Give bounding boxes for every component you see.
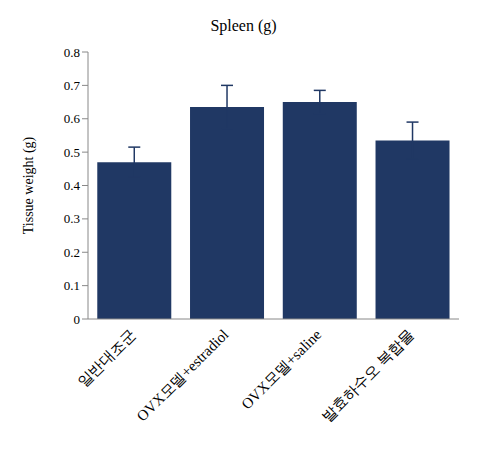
svg-text:0.6: 0.6 [64,111,81,126]
svg-text:0.2: 0.2 [64,245,80,260]
svg-text:0.4: 0.4 [64,178,81,193]
svg-text:0.7: 0.7 [64,78,81,93]
svg-text:일반대조군: 일반대조군 [75,326,139,390]
svg-text:0.5: 0.5 [64,145,80,160]
svg-text:발효하수오 복합물: 발효하수오 복합물 [318,326,417,425]
svg-text:Tissue weight (g): Tissue weight (g) [21,136,37,234]
svg-text:0.1: 0.1 [64,278,80,293]
svg-text:0.3: 0.3 [64,211,80,226]
html-text:Spleen (g): Spleen (g) [210,17,277,34]
svg-text:0.8: 0.8 [64,45,80,60]
svg-text:0: 0 [74,312,81,327]
svg-text:OVX모델+estradiol: OVX모델+estradiol [134,326,232,424]
svg-text:OVX모델+saline: OVX모델+saline [238,326,324,412]
